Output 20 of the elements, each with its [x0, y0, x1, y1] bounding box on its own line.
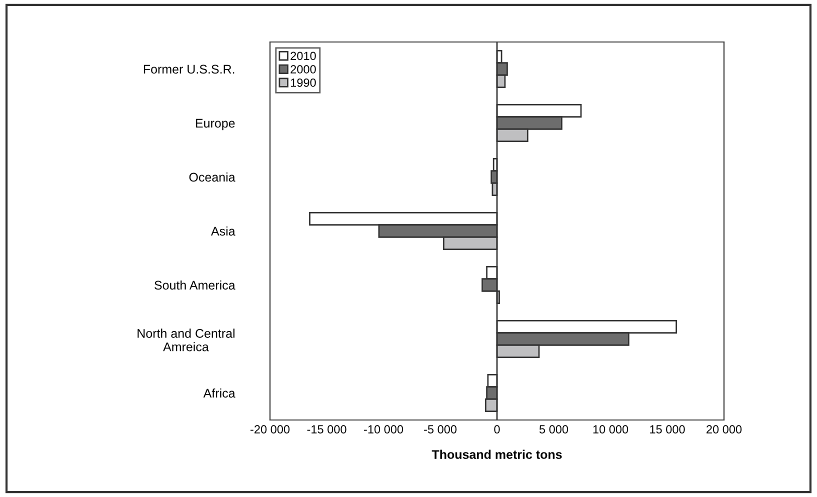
- y-tick-label: Asia: [210, 226, 236, 236]
- y-tick-label: Oceania: [189, 172, 236, 182]
- legend-label: 1990: [290, 78, 316, 87]
- x-tick-label: 5 000: [539, 425, 568, 434]
- x-tick-label: -5 000: [424, 425, 457, 434]
- x-tick-label: -10 000: [364, 425, 404, 434]
- x-tick-label: -20 000: [250, 425, 290, 434]
- y-tick-label: North and Central Amreica: [138, 328, 234, 352]
- legend-label: 2010: [290, 52, 316, 60]
- x-tick-label: 15 000: [650, 425, 685, 434]
- y-tick-label: Africa: [203, 388, 236, 398]
- x-tick-label: -15 000: [307, 425, 346, 434]
- y-tick-label: South America: [154, 280, 236, 290]
- x-tick-label: 10 000: [593, 425, 628, 434]
- x-axis-title: Thousand metric tons: [432, 450, 562, 459]
- y-tick-label: Former U.S.S.R.: [144, 64, 234, 74]
- x-tick-label: 20 000: [706, 425, 742, 434]
- y-tick-label: Europe: [196, 118, 235, 130]
- x-tick-label: 0: [494, 425, 500, 434]
- legend-label: 2000: [290, 65, 316, 74]
